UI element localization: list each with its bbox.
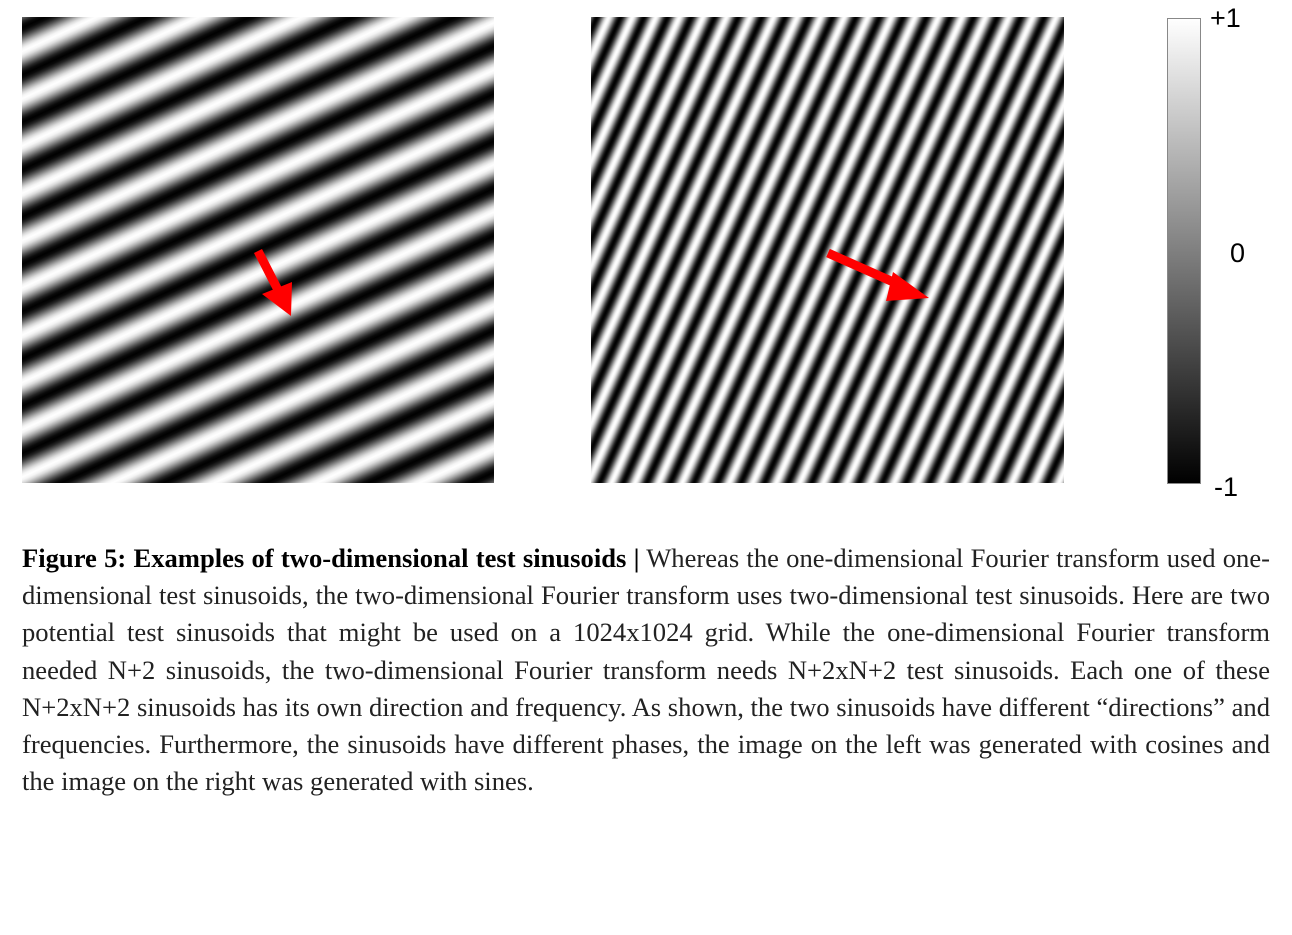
- caption-label: Figure 5: Examples of two-dimensional te…: [22, 543, 640, 573]
- figure: +1 0 -1: [22, 3, 1245, 502]
- colorbar-bottom-label: -1: [1214, 472, 1238, 502]
- left-sinusoid: [22, 17, 494, 483]
- caption-text: Whereas the one-dimensional Fourier tran…: [22, 543, 1270, 797]
- colorbar-top-label: +1: [1210, 3, 1241, 33]
- left-arrow: [253, 248, 292, 316]
- colorbar-middle-label: 0: [1230, 238, 1245, 268]
- right-sinusoid: [591, 17, 1064, 483]
- caption: Figure 5: Examples of two-dimensional te…: [22, 540, 1270, 800]
- colorbar: [1167, 18, 1201, 484]
- right-arrow: [826, 248, 929, 301]
